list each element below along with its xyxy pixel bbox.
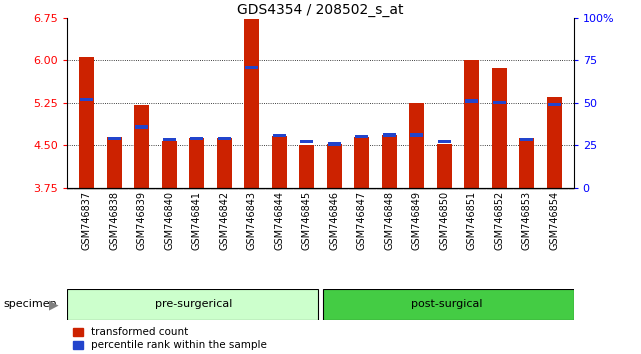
Bar	[354, 137, 369, 188]
Text: GSM746842: GSM746842	[219, 191, 229, 250]
Bar	[190, 137, 203, 140]
Bar	[548, 103, 561, 106]
Text: GSM746845: GSM746845	[302, 191, 312, 250]
Text: GSM746840: GSM746840	[164, 191, 174, 250]
Bar	[189, 138, 204, 188]
Bar	[244, 19, 259, 188]
Bar	[327, 144, 342, 188]
Text: GSM746853: GSM746853	[522, 191, 532, 250]
Bar	[79, 57, 94, 188]
Text: GSM746846: GSM746846	[329, 191, 339, 250]
Bar	[163, 138, 176, 141]
FancyBboxPatch shape	[67, 289, 319, 320]
Text: GSM746847: GSM746847	[357, 191, 367, 250]
Bar	[218, 137, 231, 140]
Text: GSM746841: GSM746841	[192, 191, 202, 250]
Text: GSM746850: GSM746850	[439, 191, 449, 250]
Bar	[108, 137, 121, 140]
Text: GSM746844: GSM746844	[274, 191, 284, 250]
Bar	[465, 99, 478, 103]
Bar	[464, 60, 479, 188]
Text: GSM746852: GSM746852	[494, 191, 504, 250]
Bar	[135, 125, 148, 129]
Text: GSM746849: GSM746849	[412, 191, 422, 250]
Text: ▶: ▶	[49, 298, 59, 311]
Bar	[520, 138, 533, 141]
Text: GSM746848: GSM746848	[385, 191, 394, 250]
Bar	[383, 133, 395, 137]
Bar	[547, 97, 562, 188]
Legend: transformed count, percentile rank within the sample: transformed count, percentile rank withi…	[72, 327, 267, 350]
Text: GSM746839: GSM746839	[137, 191, 147, 250]
Bar	[80, 98, 93, 101]
Text: GSM746843: GSM746843	[247, 191, 256, 250]
Text: pre-surgerical: pre-surgerical	[155, 299, 233, 309]
Text: specimen: specimen	[3, 299, 57, 309]
Title: GDS4354 / 208502_s_at: GDS4354 / 208502_s_at	[237, 3, 404, 17]
Text: post-surgical: post-surgical	[412, 299, 483, 309]
Bar	[493, 101, 506, 104]
Bar	[328, 142, 341, 145]
Text: GSM746837: GSM746837	[81, 191, 92, 250]
Bar	[355, 135, 368, 138]
Bar	[382, 135, 397, 188]
Bar	[437, 144, 452, 188]
FancyBboxPatch shape	[322, 289, 574, 320]
Bar	[492, 68, 507, 188]
Bar	[519, 138, 535, 188]
Bar	[134, 105, 149, 188]
Bar	[272, 136, 287, 188]
Bar	[106, 137, 122, 188]
Bar	[300, 139, 313, 143]
Bar	[246, 66, 258, 69]
Bar	[273, 134, 286, 137]
Bar	[162, 141, 177, 188]
Text: GSM746851: GSM746851	[467, 191, 477, 250]
Bar	[410, 133, 423, 137]
Bar	[299, 145, 314, 188]
Text: GSM746854: GSM746854	[549, 191, 560, 250]
Bar	[409, 103, 424, 188]
Bar	[217, 138, 232, 188]
Text: GSM746838: GSM746838	[109, 191, 119, 250]
Bar	[438, 139, 451, 143]
